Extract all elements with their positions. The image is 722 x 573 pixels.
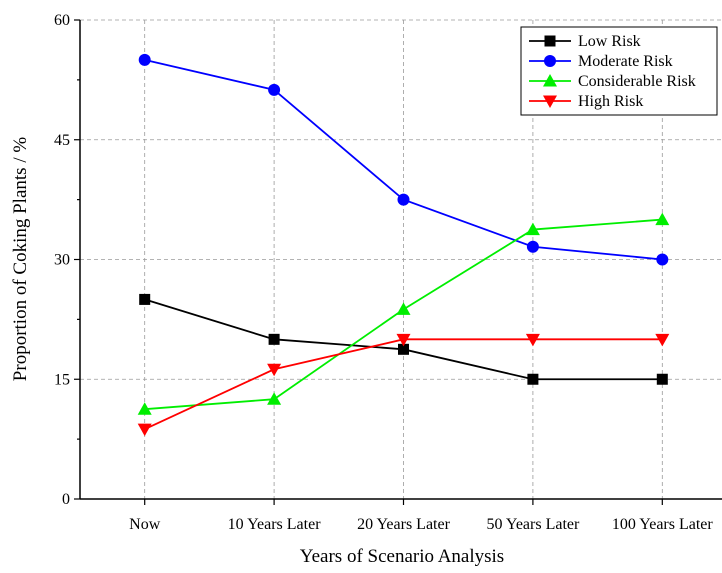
data-point-considerable-risk [137, 402, 152, 415]
data-point-low-risk [527, 373, 539, 385]
data-point-moderate-risk [526, 240, 539, 253]
legend-marker-considerable-risk [543, 74, 557, 87]
x-axis-title: Years of Scenario Analysis [300, 546, 504, 567]
data-point-considerable-risk [525, 222, 540, 236]
y-tick-label: 0 [62, 491, 70, 508]
x-tick-label: 10 Years Later [228, 516, 322, 533]
data-point-high-risk [137, 423, 152, 437]
x-tick-label: Now [129, 516, 161, 533]
data-point-considerable-risk [396, 302, 411, 315]
y-tick-label: 30 [54, 252, 70, 269]
data-point-considerable-risk [267, 392, 282, 405]
series-layer [137, 53, 670, 437]
x-tick-label: 20 Years Later [357, 516, 451, 533]
axes-layer: 0 15 30 45 60 Now 10 Years Later 20 Years Later… [54, 12, 722, 533]
data-point-moderate-risk [397, 193, 410, 206]
data-point-high-risk [525, 333, 540, 347]
series-high-risk [137, 333, 670, 437]
legend-marker-low-risk [544, 35, 556, 47]
data-point-low-risk [398, 343, 409, 355]
series-considerable-risk [137, 212, 670, 415]
data-point-low-risk [139, 293, 151, 305]
data-point-low-risk [268, 333, 280, 345]
series-moderate-risk [138, 53, 669, 266]
legend-label-high-risk: High Risk [578, 93, 643, 110]
legend: Low Risk Moderate Risk Considerable Risk Hi… [520, 26, 718, 116]
series-low-risk [139, 293, 668, 385]
data-point-considerable-risk [655, 212, 670, 226]
y-tick-label: 60 [54, 12, 70, 29]
legend-label-moderate-risk: Moderate Risk [578, 53, 673, 70]
legend-label-considerable-risk: Considerable Risk [578, 73, 696, 90]
y-tick-label: 15 [54, 371, 70, 388]
legend-label-low-risk: Low Risk [578, 33, 641, 50]
data-point-high-risk [655, 333, 670, 347]
legend-marker-moderate-risk [544, 55, 556, 67]
y-axis-title: Proportion of Coking Plants / % [10, 137, 31, 382]
data-point-moderate-risk [268, 83, 281, 96]
data-point-moderate-risk [138, 53, 151, 66]
data-point-high-risk [267, 363, 282, 377]
legend-marker-high-risk [543, 95, 557, 108]
x-tick-label: 100 Years Later [612, 516, 714, 533]
data-point-moderate-risk [656, 253, 669, 266]
y-tick-label: 45 [54, 132, 70, 149]
x-tick-label: 50 Years Later [486, 516, 580, 533]
data-point-high-risk [396, 333, 411, 347]
data-point-low-risk [656, 373, 668, 385]
